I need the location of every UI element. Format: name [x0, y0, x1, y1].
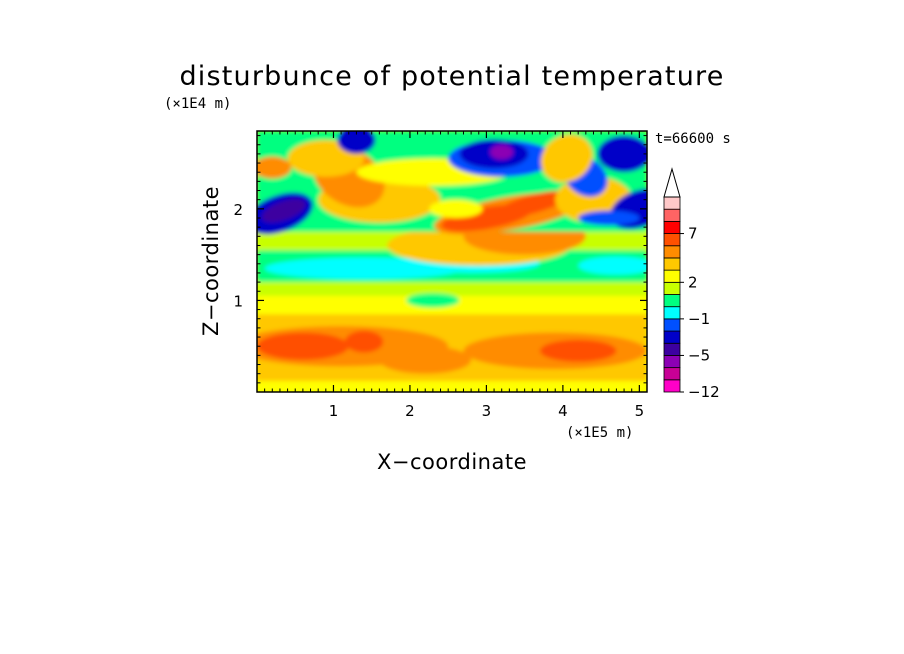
chart-title: disturbunce of potential temperature — [179, 61, 724, 92]
colorbar-tick-label: 7 — [688, 225, 698, 243]
heatmap-cell — [429, 199, 483, 218]
heatmap-cell — [539, 339, 617, 362]
colorbar-tick-label: 2 — [688, 273, 698, 291]
x-tick-label: 2 — [405, 402, 415, 420]
time-label: t=66600 s — [655, 131, 731, 147]
heatmap-cell — [257, 381, 647, 392]
heatmap-cell — [540, 134, 593, 183]
heatmap-field — [257, 131, 647, 392]
heatmap-cell — [379, 346, 472, 374]
colorbar-segment — [663, 257, 681, 271]
colorbar-segment — [663, 208, 681, 222]
colorbar-tick-label: −5 — [688, 346, 710, 364]
colorbar-segment — [663, 245, 681, 259]
colorbar-segment — [663, 196, 681, 210]
heatmap-cell — [578, 256, 647, 275]
heatmap-cells — [257, 131, 647, 392]
heatmap-cell — [495, 190, 570, 218]
x-tick-label: 3 — [482, 402, 492, 420]
y-tick-label: 1 — [233, 292, 243, 310]
colorbar-segment — [663, 220, 681, 234]
plot-area — [257, 131, 647, 392]
colorbar-segment — [663, 294, 681, 308]
heatmap-cell — [344, 330, 384, 353]
colorbar-segment — [663, 233, 681, 247]
colorbar: −12−5−127 — [663, 167, 720, 401]
colorbar-segment — [663, 355, 681, 369]
x-tick-label: 5 — [635, 402, 645, 420]
heatmap-cell — [406, 293, 460, 308]
y-axis-label: Z−coordinate — [199, 186, 223, 336]
colorbar-segment — [663, 318, 681, 332]
plot-frame — [256, 130, 648, 393]
colorbar-segment — [663, 330, 681, 344]
colorbar-segment — [663, 342, 681, 356]
colorbar-tick-label: −1 — [688, 310, 710, 328]
x-unit-label: (×1E5 m) — [566, 425, 633, 441]
colorbar-segment — [663, 269, 681, 283]
heatmap-cell — [490, 144, 514, 160]
x-axis: 1 2 3 4 5 — [264, 131, 648, 420]
colorbar-segment — [663, 367, 681, 381]
heatmap-cell — [337, 131, 376, 154]
colorbar-tick-label: −12 — [688, 383, 720, 401]
colorbar-segment — [663, 281, 681, 295]
heatmap-cell — [261, 199, 306, 223]
heatmap-cell — [257, 282, 647, 296]
heatmap-cell — [257, 156, 292, 179]
y-axis: 12 — [233, 135, 647, 384]
colorbar-segment — [663, 379, 681, 393]
x-tick-label: 4 — [558, 402, 568, 420]
y-unit-label: (×1E4 m) — [164, 96, 231, 112]
heatmap-cell — [578, 210, 640, 226]
colorbar-segment — [663, 306, 681, 320]
x-axis-label: X−coordinate — [377, 450, 527, 474]
heatmap-cell — [257, 332, 349, 360]
heatmap-cell — [597, 135, 647, 173]
colorbar-extend-arrow — [663, 167, 681, 198]
x-tick-label: 1 — [329, 402, 339, 420]
y-tick-label: 2 — [233, 201, 243, 219]
